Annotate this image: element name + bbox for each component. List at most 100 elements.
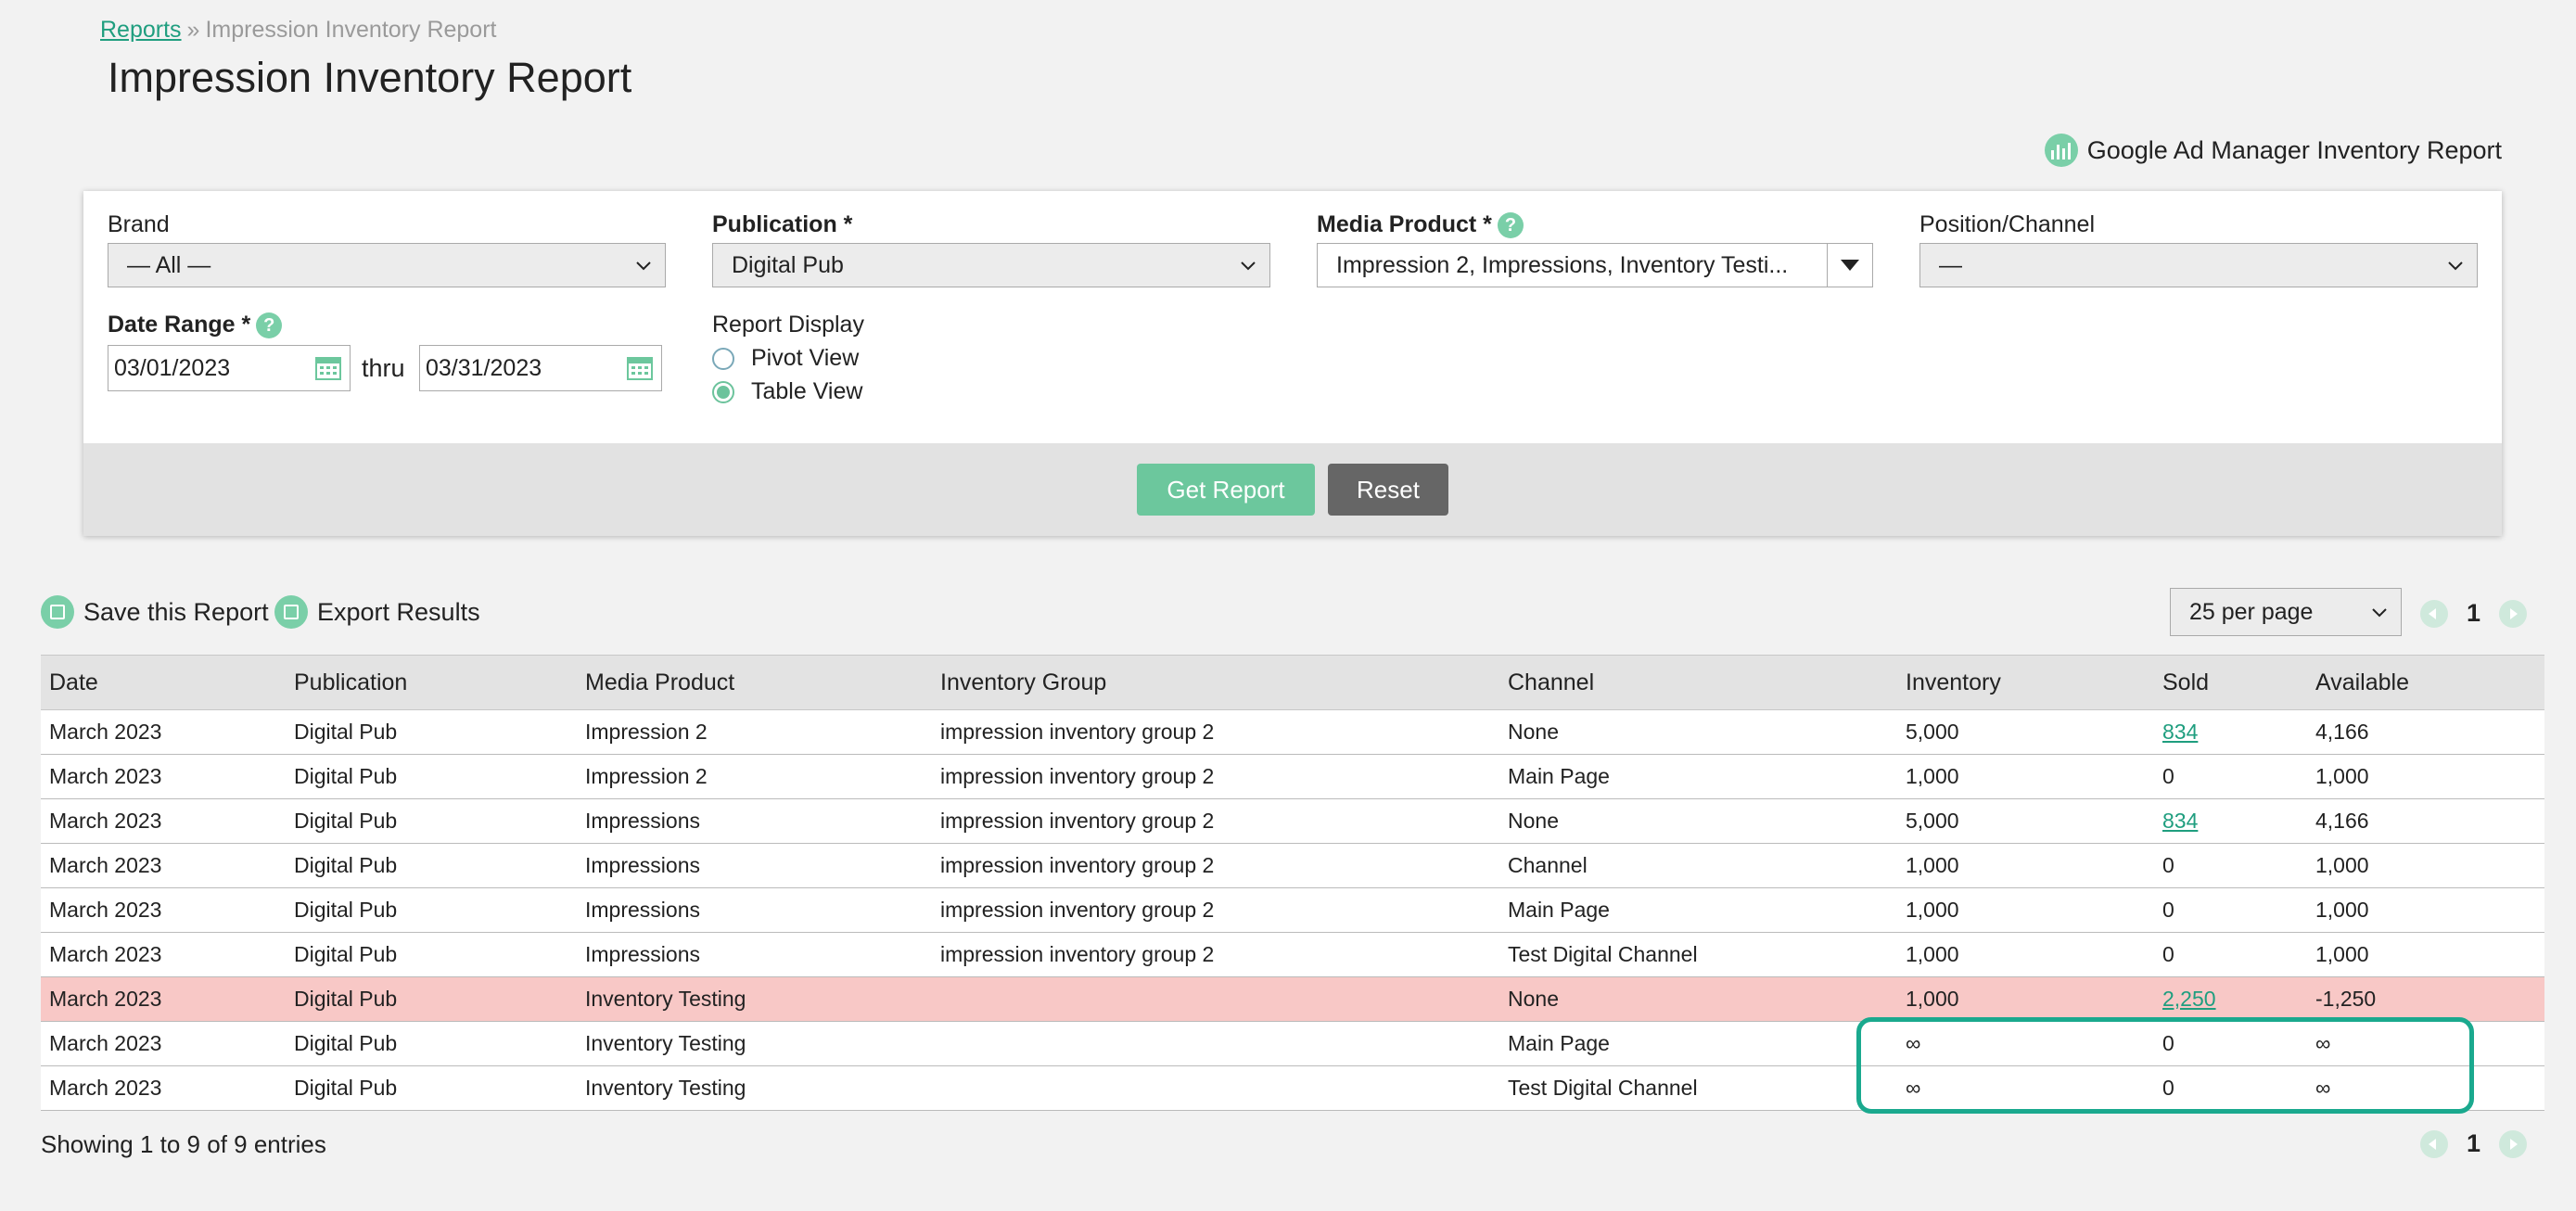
position-channel-select[interactable]: — (1919, 243, 2478, 287)
cell-publication: Digital Pub (286, 1065, 577, 1111)
cell-media-product: Inventory Testing (577, 1021, 932, 1066)
cell-inventory: ∞ (1897, 1021, 2154, 1066)
cell-inventory-group: impression inventory group 2 (932, 709, 1499, 755)
save-report-link[interactable]: Save this Report (41, 595, 269, 629)
column-header-available[interactable]: Available (2307, 655, 2544, 710)
cell-inventory: 1,000 (1897, 976, 2154, 1022)
cell-available: -1,250 (2307, 976, 2544, 1022)
column-header-publication[interactable]: Publication (286, 655, 577, 710)
cell-media-product: Impressions (577, 798, 932, 844)
column-header-inventory-group[interactable]: Inventory Group (932, 655, 1499, 710)
column-header-date[interactable]: Date (41, 655, 286, 710)
cell-inventory-group: impression inventory group 2 (932, 843, 1499, 888)
prev-page-icon[interactable] (2420, 599, 2448, 628)
column-header-media-product[interactable]: Media Product (577, 655, 932, 710)
cell-sold: 2,250 (2154, 976, 2307, 1022)
publication-select[interactable]: Digital Pub (712, 243, 1270, 287)
annotation-highlight-box (1856, 1017, 2474, 1114)
save-report-label: Save this Report (83, 597, 269, 626)
export-icon (274, 595, 308, 629)
chevron-down-icon (2372, 608, 2387, 618)
cell-inventory: 5,000 (1897, 798, 2154, 844)
cell-publication: Digital Pub (286, 798, 577, 844)
table-view-option[interactable]: Table View (712, 378, 862, 405)
cell-publication: Digital Pub (286, 1021, 577, 1066)
cell-sold: 0 (2154, 887, 2307, 933)
caret-down-icon (1841, 260, 1859, 271)
start-date-input[interactable]: 03/01/2023 (108, 345, 351, 391)
next-page-icon[interactable] (2499, 1129, 2528, 1158)
cell-inventory: 5,000 (1897, 709, 2154, 755)
export-results-link[interactable]: Export Results (274, 595, 480, 629)
cell-media-product: Impression 2 (577, 709, 932, 755)
media-product-label-text: Media Product * (1317, 211, 1492, 237)
breadcrumb-reports-link[interactable]: Reports (100, 17, 182, 43)
sold-detail-link[interactable]: 2,250 (2162, 987, 2216, 1011)
pivot-view-radio[interactable] (712, 347, 734, 370)
next-page-icon[interactable] (2499, 599, 2528, 628)
column-header-sold[interactable]: Sold (2154, 655, 2307, 710)
cell-inventory: ∞ (1897, 1065, 2154, 1111)
sold-detail-link[interactable]: 834 (2162, 720, 2199, 744)
cell-available: 4,166 (2307, 798, 2544, 844)
cell-media-product: Impression 2 (577, 754, 932, 799)
table-view-label: Table View (751, 378, 863, 404)
calendar-icon[interactable] (626, 355, 654, 381)
cell-media-product: Inventory Testing (577, 1065, 932, 1111)
save-icon (41, 595, 74, 629)
brand-select[interactable]: — All — (108, 243, 666, 287)
current-page[interactable]: 1 (2467, 599, 2481, 627)
media-product-dropdown-toggle[interactable] (1827, 244, 1872, 287)
reset-button[interactable]: Reset (1328, 464, 1448, 516)
date-range-label-text: Date Range * (108, 312, 251, 338)
position-channel-label: Position/Channel (1919, 211, 2096, 237)
table-row: March 2023 Digital Pub Impression 2 impress… (41, 754, 2544, 799)
filter-footer: Get Report Reset (83, 443, 2502, 536)
prev-page-icon[interactable] (2420, 1129, 2448, 1158)
cell-channel: None (1499, 798, 1897, 844)
per-page-value: 25 per page (2189, 598, 2314, 625)
media-product-multiselect[interactable]: Impression 2, Impressions, Inventory Tes… (1317, 243, 1873, 287)
pivot-view-label: Pivot View (751, 345, 860, 371)
table-header-row: Date Publication Media Product Inventory… (41, 655, 2544, 710)
gam-inventory-report-link[interactable]: Google Ad Manager Inventory Report (2044, 134, 2502, 167)
cell-available: 1,000 (2307, 887, 2544, 933)
cell-channel: Test Digital Channel (1499, 1065, 1897, 1111)
media-product-value: Impression 2, Impressions, Inventory Tes… (1336, 251, 1789, 278)
table-row: March 2023 Digital Pub Inventory Testing Ma… (41, 1021, 2544, 1066)
cell-available: ∞ (2307, 1021, 2544, 1066)
cell-available: 4,166 (2307, 709, 2544, 755)
help-icon[interactable]: ? (256, 312, 283, 339)
breadcrumb-current: Impression Inventory Report (205, 17, 497, 43)
cell-date: March 2023 (41, 798, 286, 844)
sold-detail-link[interactable]: 834 (2162, 809, 2199, 833)
bar-chart-icon (2044, 134, 2078, 167)
end-date-value: 03/31/2023 (426, 354, 542, 381)
cell-inventory: 1,000 (1897, 932, 2154, 977)
get-report-button[interactable]: Get Report (1137, 464, 1315, 516)
cell-media-product: Impressions (577, 843, 932, 888)
cell-publication: Digital Pub (286, 887, 577, 933)
table-row-overbooked: March 2023 Digital Pub Inventory Testing No… (41, 976, 2544, 1022)
current-page[interactable]: 1 (2467, 1129, 2481, 1157)
cell-channel: None (1499, 976, 1897, 1022)
cell-publication: Digital Pub (286, 976, 577, 1022)
cell-date: March 2023 (41, 887, 286, 933)
calendar-icon[interactable] (314, 355, 342, 381)
cell-available: 1,000 (2307, 843, 2544, 888)
help-icon[interactable]: ? (1497, 212, 1524, 239)
pivot-view-option[interactable]: Pivot View (712, 345, 859, 372)
table-view-radio[interactable] (712, 380, 734, 403)
media-product-label: Media Product *? (1317, 211, 1524, 239)
chevron-down-icon (2448, 261, 2463, 271)
end-date-input[interactable]: 03/31/2023 (419, 345, 662, 391)
cell-inventory-group (932, 1065, 1499, 1111)
cell-publication: Digital Pub (286, 709, 577, 755)
per-page-select[interactable]: 25 per page (2170, 588, 2402, 636)
column-header-inventory[interactable]: Inventory (1897, 655, 2154, 710)
pagination-bottom: 1 (2420, 1129, 2528, 1158)
column-header-channel[interactable]: Channel (1499, 655, 1897, 710)
cell-channel: Test Digital Channel (1499, 932, 1897, 977)
brand-select-value: — All — (127, 251, 211, 278)
table-row: March 2023 Digital Pub Impressions impressi… (41, 843, 2544, 888)
